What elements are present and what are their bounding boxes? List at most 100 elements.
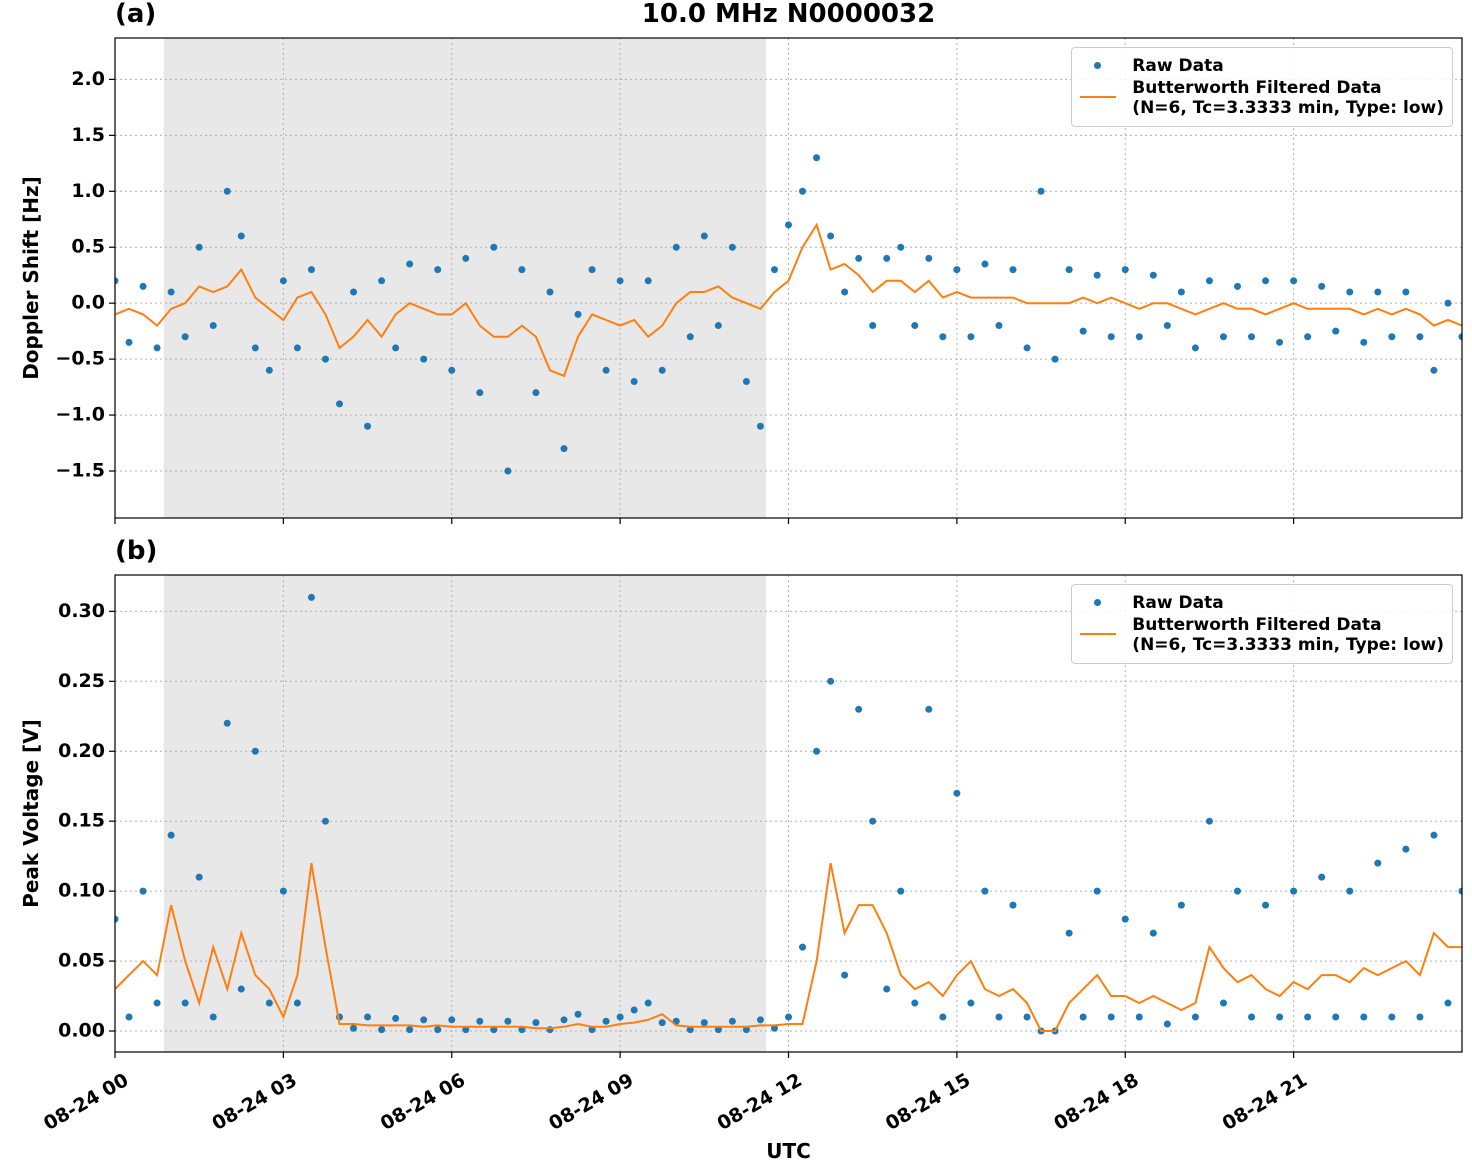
raw-point — [1346, 288, 1354, 296]
y-tick-label: 1.0 — [71, 180, 105, 202]
raw-point — [995, 1013, 1003, 1021]
raw-point — [869, 817, 877, 825]
raw-point — [686, 333, 694, 341]
y-tick-label: 0.00 — [58, 1020, 105, 1042]
raw-point — [813, 747, 821, 755]
raw-point — [897, 887, 905, 895]
legend-dot — [1094, 599, 1102, 606]
raw-point — [153, 999, 161, 1007]
raw-point — [1205, 817, 1213, 825]
raw-point — [574, 310, 582, 318]
raw-point — [995, 322, 1003, 330]
raw-point — [560, 445, 568, 453]
raw-point — [714, 1026, 722, 1034]
raw-point — [981, 260, 989, 268]
raw-point — [448, 366, 456, 374]
raw-point — [770, 266, 778, 274]
raw-point — [378, 1026, 386, 1034]
raw-point — [321, 355, 329, 363]
raw-point — [799, 187, 807, 195]
raw-point — [223, 187, 231, 195]
raw-point — [644, 999, 652, 1007]
raw-point — [1430, 366, 1438, 374]
raw-point — [714, 322, 722, 330]
legend-symbol — [1080, 56, 1116, 76]
raw-point — [939, 1013, 947, 1021]
raw-point — [1290, 887, 1298, 895]
raw-point — [1262, 901, 1270, 909]
raw-point — [756, 422, 764, 430]
raw-point — [462, 254, 470, 262]
raw-point — [1430, 831, 1438, 839]
legend: Raw Data Butterworth Filtered Data (N=6, … — [1071, 47, 1453, 127]
raw-point — [1248, 333, 1256, 341]
raw-point — [1402, 845, 1410, 853]
raw-point — [462, 1026, 470, 1034]
raw-point — [420, 1016, 428, 1024]
raw-point — [1346, 887, 1354, 895]
raw-point — [406, 260, 414, 268]
raw-point — [1219, 333, 1227, 341]
raw-point — [139, 887, 147, 895]
y-tick-label: 0.05 — [58, 950, 105, 972]
filtered-line — [115, 863, 1462, 1032]
raw-point — [490, 1026, 498, 1034]
raw-point — [237, 985, 245, 993]
raw-point — [1093, 887, 1101, 895]
legend-entry: Butterworth Filtered Data (N=6, Tc=3.333… — [1080, 615, 1444, 655]
raw-point — [799, 943, 807, 951]
raw-point — [1276, 1013, 1284, 1021]
y-tick-label: 0.15 — [58, 810, 105, 832]
raw-point — [223, 719, 231, 727]
raw-point — [953, 789, 961, 797]
raw-point — [1458, 333, 1462, 341]
raw-point — [125, 1013, 133, 1021]
raw-point — [1121, 266, 1129, 274]
raw-point — [1107, 1013, 1115, 1021]
raw-point — [195, 243, 203, 251]
raw-point — [1374, 288, 1382, 296]
y-tick-label: 0.20 — [58, 740, 105, 762]
raw-point — [742, 1026, 750, 1034]
raw-point — [883, 254, 891, 262]
raw-point — [630, 377, 638, 385]
raw-point — [1388, 1013, 1396, 1021]
panel-label: (a) — [115, 0, 156, 29]
raw-point — [279, 277, 287, 285]
x-axis-label: UTC — [766, 1139, 811, 1163]
chart-title: 10.0 MHz N0000032 — [642, 0, 935, 29]
x-tick-label: 08-24 06 — [377, 1069, 469, 1135]
y-tick-label: 0.10 — [58, 880, 105, 902]
raw-point — [1135, 1013, 1143, 1021]
raw-point — [1276, 338, 1284, 346]
raw-point — [336, 400, 343, 408]
plot-frame — [114, 574, 1463, 1053]
raw-point — [1416, 333, 1424, 341]
raw-point — [953, 266, 961, 274]
legend-label: Raw Data — [1132, 56, 1224, 76]
raw-point — [630, 1006, 638, 1014]
raw-point — [350, 1024, 358, 1032]
y-axis-label: Doppler Shift [Hz] — [19, 176, 43, 380]
y-tick-label: 0.0 — [71, 292, 105, 314]
raw-point — [364, 1013, 372, 1021]
raw-point — [1135, 333, 1143, 341]
raw-point — [967, 333, 975, 341]
raw-point — [532, 1019, 540, 1027]
raw-point — [574, 1010, 582, 1018]
raw-point — [1177, 901, 1185, 909]
raw-point — [1023, 1013, 1031, 1021]
raw-point — [841, 971, 849, 979]
raw-point — [728, 1017, 736, 1025]
x-tick-label: 08-24 12 — [714, 1069, 806, 1135]
raw-point — [602, 366, 610, 374]
raw-point — [1304, 333, 1312, 341]
raw-point — [1205, 277, 1213, 285]
raw-point — [1121, 915, 1129, 923]
raw-point — [939, 333, 947, 341]
raw-point — [967, 999, 975, 1007]
raw-point — [392, 344, 400, 352]
raw-point — [658, 366, 666, 374]
raw-point — [1177, 288, 1185, 296]
